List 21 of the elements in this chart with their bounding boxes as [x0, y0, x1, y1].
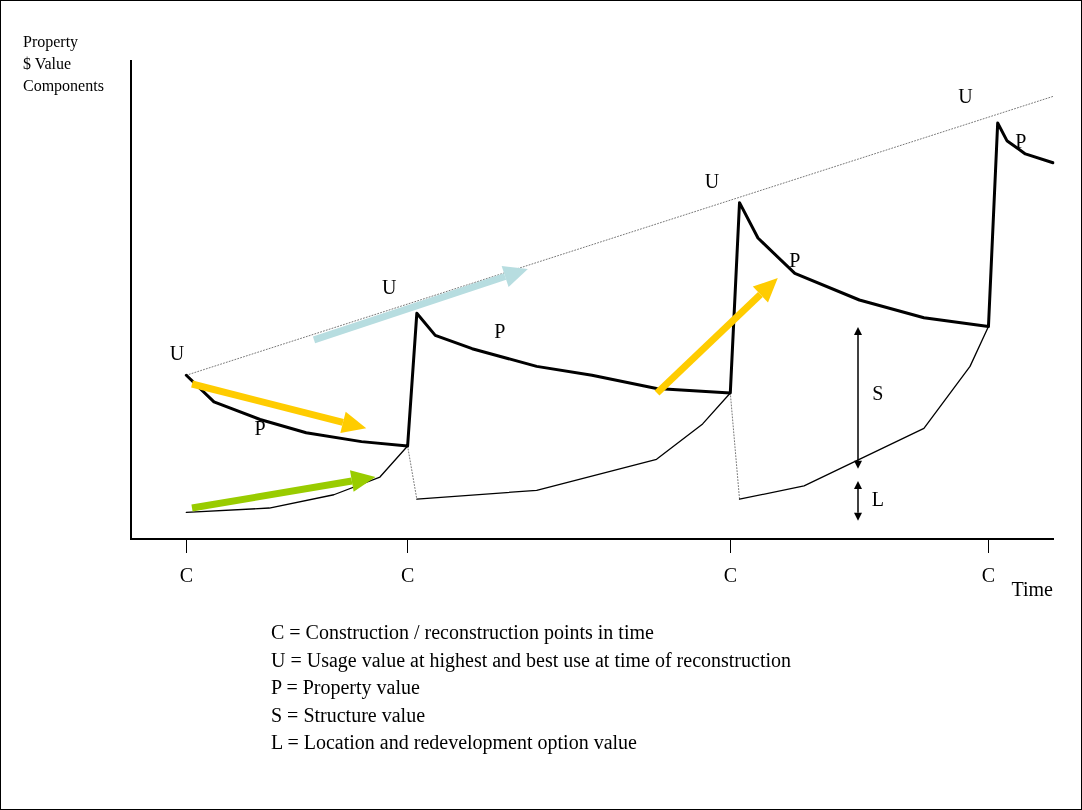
- annotation: S: [872, 381, 884, 405]
- annotation: U: [958, 84, 973, 108]
- annotation: U: [169, 341, 185, 365]
- annotation: P: [254, 416, 266, 440]
- text: L = Location and redevelopment option value: [271, 730, 638, 756]
- x-tick-label: C: [723, 564, 737, 587]
- annotation: L: [871, 487, 884, 511]
- x-tick-label: C: [179, 564, 193, 587]
- y-axis-title: Property $ Value Components: [23, 32, 104, 97]
- text: S = Structure value: [271, 702, 427, 728]
- x-tick-label: C: [981, 564, 996, 587]
- annotation: P: [789, 248, 801, 272]
- annotation: P: [1015, 129, 1027, 153]
- annotation: P: [494, 319, 506, 343]
- annotation: U: [704, 169, 720, 192]
- x-axis-title: Time: [1011, 578, 1053, 601]
- annotation: U: [381, 275, 397, 299]
- text: C = Construction / reconstruction points in time: [271, 620, 655, 646]
- text: P = Property value: [271, 675, 421, 701]
- text: U = Usage value at highest and best use at time of reconstruction: [271, 647, 792, 674]
- x-tick-label: C: [400, 564, 415, 587]
